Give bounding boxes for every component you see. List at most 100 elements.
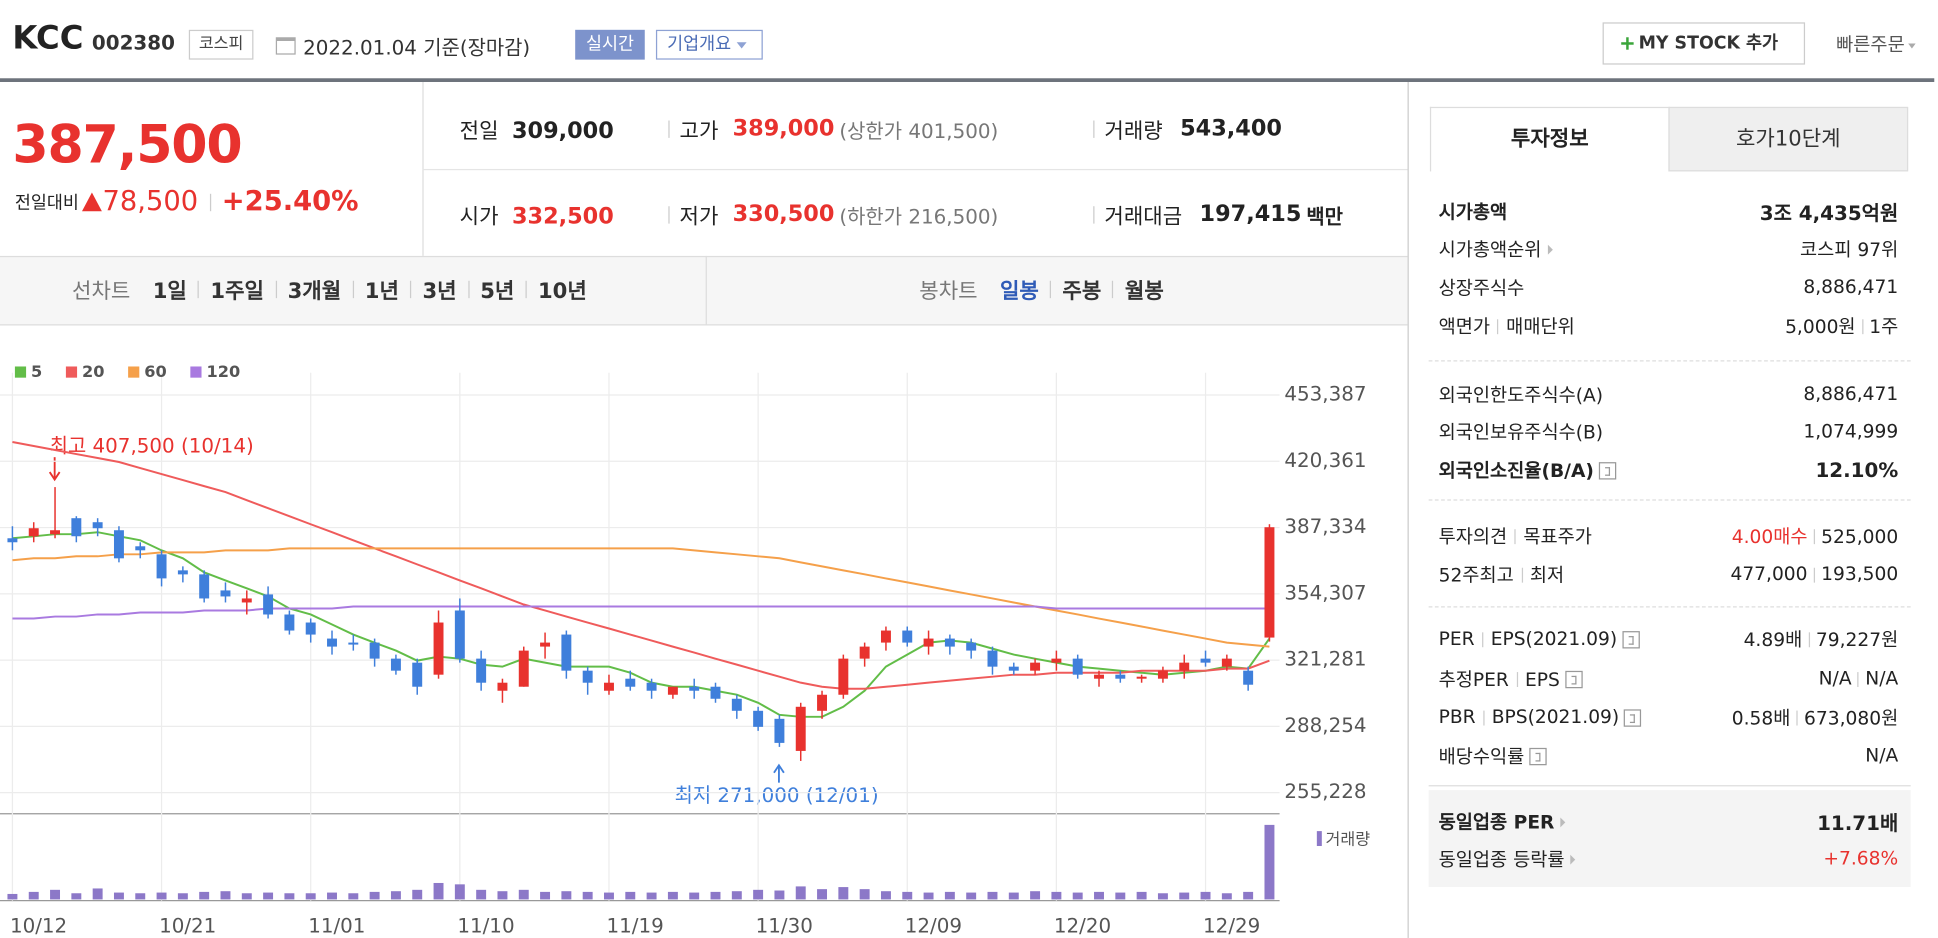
candle-body xyxy=(199,574,210,599)
candle-body xyxy=(241,598,252,603)
x-tick-label: 12/20 xyxy=(1054,914,1111,937)
info-value: 코스피 97위 xyxy=(1800,237,1899,261)
quote-value: 332,500 xyxy=(511,203,614,230)
y-tick-label: 321,281 xyxy=(1284,648,1366,671)
period-tab[interactable]: 월봉 xyxy=(1124,279,1164,305)
quote-value: 197,415 xyxy=(1199,201,1302,228)
top-rule xyxy=(0,78,1935,82)
info-row: PER EPS(2021.09) 4.89배 79,227원 xyxy=(1439,625,1899,652)
candle-body xyxy=(1264,527,1275,638)
candle-body xyxy=(1115,674,1126,679)
up-triangle xyxy=(81,192,102,212)
candle-body xyxy=(1008,666,1019,671)
info-label-group: 시가총액순위 xyxy=(1439,235,1553,261)
help-icon[interactable] xyxy=(1598,462,1617,480)
info-value-group: 0.58배 673,080원 xyxy=(1732,704,1899,730)
volume-bar xyxy=(177,893,188,900)
info-value: 8,886,471 xyxy=(1803,382,1899,405)
volume-bar xyxy=(838,887,849,900)
quote-value: 543,400 xyxy=(1180,115,1282,142)
info-value: 1주 xyxy=(1869,314,1899,338)
moving-average-line xyxy=(12,531,1271,718)
candle-body xyxy=(1136,676,1147,679)
info-value: 8,886,471 xyxy=(1803,275,1899,299)
realtime-button[interactable]: 실시간 xyxy=(575,29,645,60)
dropdown-caret xyxy=(736,41,747,48)
volume-bar xyxy=(284,893,295,900)
period-tab[interactable]: 1년 xyxy=(364,279,399,305)
candle-body xyxy=(71,518,82,537)
candle-body xyxy=(263,594,274,615)
y-tick-label: 255,228 xyxy=(1284,780,1366,803)
high-annotation: 최고 407,500 (10/14) xyxy=(50,435,254,458)
period-tab[interactable]: 5년 xyxy=(480,279,515,305)
period-tab[interactable]: 일봉 xyxy=(999,279,1039,305)
help-icon[interactable] xyxy=(1624,708,1642,727)
info-label: 52주최고 xyxy=(1438,563,1514,586)
quote-unit: 백만 xyxy=(1306,204,1343,228)
info-label-group: 동일업종 PER xyxy=(1439,808,1566,834)
info-label: EPS xyxy=(1524,667,1560,691)
separator xyxy=(352,280,354,298)
info-row: 동일업종 PER 11.71배 xyxy=(1439,808,1899,835)
help-icon[interactable] xyxy=(1622,630,1640,648)
help-icon[interactable] xyxy=(1564,670,1583,689)
candle-body xyxy=(944,638,955,647)
volume-bar xyxy=(817,889,828,900)
volume-bar xyxy=(561,891,572,900)
quote-cell: 전일 309,000 xyxy=(460,113,614,144)
candle-body xyxy=(817,694,828,711)
candle-body xyxy=(348,642,359,645)
candle-body xyxy=(582,670,593,683)
my-stock-button[interactable]: MY STOCK 추가 xyxy=(1602,22,1806,65)
volume-bar xyxy=(625,891,636,900)
candle-body xyxy=(369,642,380,659)
candle-body xyxy=(561,634,572,671)
volume-bar xyxy=(7,893,18,900)
volume-bar xyxy=(412,889,423,900)
quote-label: 고가 xyxy=(679,119,719,145)
market-badge: 코스피 xyxy=(188,29,254,60)
info-value-group: 8,886,471 xyxy=(1803,383,1898,405)
volume-bar xyxy=(859,889,870,900)
info-value-group: 1,074,999 xyxy=(1803,420,1898,442)
info-row: 시가총액 3조 4,435억원 xyxy=(1439,198,1899,225)
help-icon[interactable] xyxy=(1529,747,1547,766)
period-tab[interactable]: 1일 xyxy=(152,279,187,305)
legend-label: 5 xyxy=(31,362,42,381)
period-tab[interactable]: 10년 xyxy=(537,279,587,305)
quick-order[interactable]: 빠른주문 xyxy=(1836,31,1916,57)
period-tab[interactable]: 주봉 xyxy=(1062,279,1102,305)
overview-label: 기업개요 xyxy=(667,34,732,55)
separator xyxy=(1516,672,1518,687)
info-value: +7.68% xyxy=(1823,847,1899,870)
period-tab[interactable]: 1주일 xyxy=(210,279,264,305)
separator xyxy=(209,193,211,211)
candle-body xyxy=(92,522,103,529)
quote-value: 330,500 xyxy=(732,201,835,228)
moving-average-line xyxy=(12,605,1270,620)
period-tab[interactable]: 3년 xyxy=(422,279,457,305)
candle-body xyxy=(902,630,913,643)
info-label-group: 투자의견 목표주가 xyxy=(1439,522,1592,548)
info-row: PBR BPS(2021.09) 0.58배 673,080원 xyxy=(1439,703,1899,730)
stock-name: KCC xyxy=(12,19,84,58)
info-tab[interactable]: 호가10단계 xyxy=(1668,106,1909,172)
my-stock-label: MY STOCK 추가 xyxy=(1638,33,1779,54)
info-tab-active[interactable]: 투자정보 xyxy=(1429,106,1670,172)
overview-button[interactable]: 기업개요 xyxy=(655,29,763,60)
info-label: PER xyxy=(1438,627,1475,650)
separator xyxy=(1808,632,1810,648)
change-label: 전일대비 xyxy=(14,193,79,214)
volume-bar xyxy=(1030,891,1041,900)
candle-body xyxy=(1221,658,1232,667)
volume-bar xyxy=(1221,893,1232,900)
volume-bar xyxy=(1200,891,1211,900)
period-tab[interactable]: 3개월 xyxy=(287,279,342,305)
candle-body xyxy=(838,658,849,695)
candle-body xyxy=(625,678,636,687)
arrow-icon xyxy=(1560,817,1566,828)
info-value-group: 477,000 193,500 xyxy=(1730,563,1898,585)
volume-bar xyxy=(28,891,39,900)
